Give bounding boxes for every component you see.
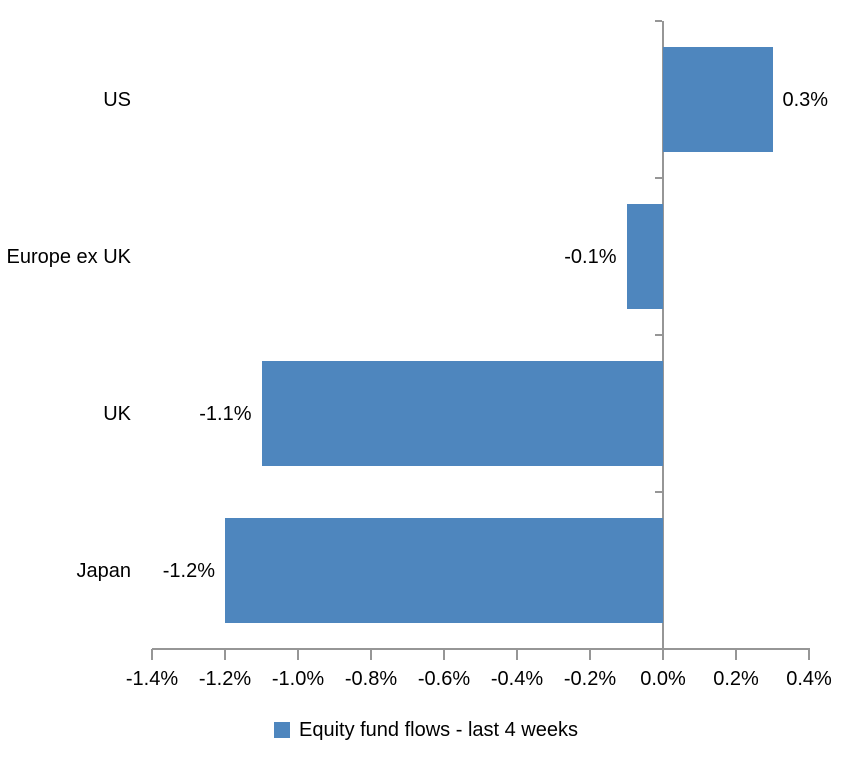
x-axis-tick	[224, 649, 226, 660]
bar-europe-ex-uk	[626, 204, 663, 309]
category-label-europe-ex-uk: Europe ex UK	[6, 245, 131, 268]
x-axis-tick-label: -0.6%	[417, 668, 471, 690]
category-label-uk: UK	[103, 402, 131, 425]
x-axis-tick-label: 0.4%	[786, 668, 832, 690]
legend-swatch-icon	[273, 722, 290, 738]
bar-japan	[225, 518, 663, 623]
category-axis-tick	[655, 334, 662, 336]
x-axis-tick-label: 0.0%	[640, 668, 686, 690]
category-axis-tick	[655, 177, 662, 179]
bar-uk	[261, 361, 663, 466]
category-axis-tick	[655, 20, 662, 22]
x-axis-tick	[735, 649, 737, 660]
x-axis-tick-label: -0.8%	[344, 668, 398, 690]
x-axis-tick	[151, 649, 153, 660]
data-label-uk: -1.1%	[199, 402, 252, 425]
data-label-us: 0.3%	[782, 88, 829, 111]
x-axis-tick-label: -1.2%	[198, 668, 252, 690]
x-axis-tick-label: -0.4%	[490, 668, 544, 690]
category-axis-tick	[655, 648, 662, 650]
category-axis-line	[662, 21, 664, 649]
x-axis-tick	[370, 649, 372, 660]
category-label-japan: Japan	[76, 559, 132, 582]
x-axis-tick	[808, 649, 810, 660]
data-label-europe-ex-uk: -0.1%	[564, 245, 617, 268]
x-axis-line	[152, 648, 810, 650]
x-axis-tick-label: 0.2%	[713, 668, 759, 690]
bar-us	[663, 47, 773, 152]
legend-label: Equity fund flows - last 4 weeks	[298, 719, 578, 741]
category-label-us: US	[103, 88, 131, 111]
x-axis-tick-label: -1.0%	[271, 668, 325, 690]
x-axis-tick-label: -1.4%	[125, 668, 179, 690]
x-axis-tick	[443, 649, 445, 660]
category-axis-tick	[655, 491, 662, 493]
x-axis-tick	[297, 649, 299, 660]
x-axis-tick-label: -0.2%	[563, 668, 617, 690]
x-axis-tick	[662, 649, 664, 660]
x-axis-tick	[516, 649, 518, 660]
legend: Equity fund flows - last 4 weeks	[0, 714, 852, 746]
data-label-japan: -1.2%	[162, 559, 215, 582]
x-axis-tick	[589, 649, 591, 660]
